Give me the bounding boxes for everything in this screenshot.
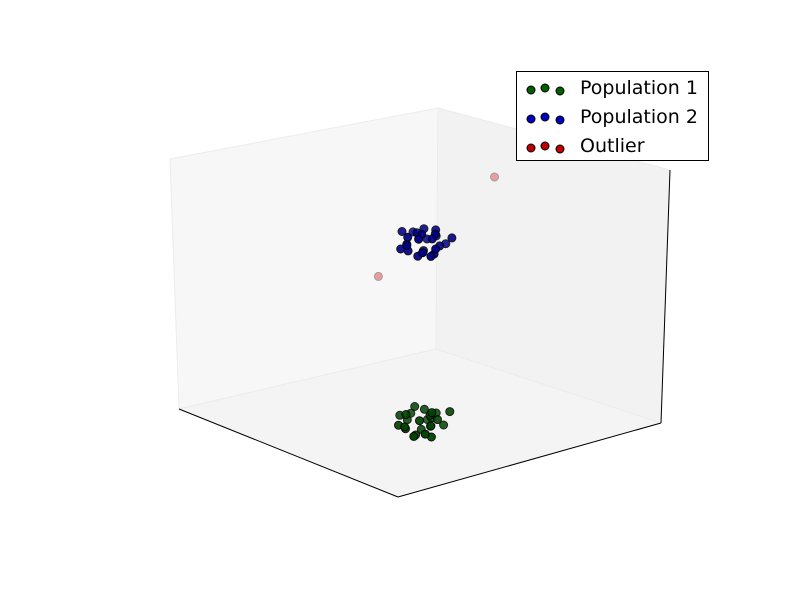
point-population-2-15 <box>418 248 428 258</box>
legend-dot-outlier-2 <box>555 144 565 154</box>
legend-entry-population-1: Population 1 <box>517 74 708 102</box>
point-population-1-11 <box>427 408 437 418</box>
point-outlier-1 <box>373 271 383 281</box>
point-population-1-14 <box>419 404 429 414</box>
point-population-1-2 <box>401 410 411 419</box>
legend-dot-population-1-1 <box>540 83 550 93</box>
axes-panes <box>169 107 671 498</box>
legend-label-population-1: Population 1 <box>580 77 698 99</box>
axis-lines <box>178 169 671 498</box>
point-population-1-10 <box>400 422 410 432</box>
legend-entry-population-2: Population 2 <box>517 103 708 131</box>
point-outlier-0 <box>490 172 499 182</box>
point-population-2-4 <box>414 234 424 244</box>
point-population-1-4 <box>409 431 419 441</box>
legend-dot-population-2-0 <box>526 114 536 124</box>
point-population-2-0 <box>431 244 441 254</box>
legend-dot-population-2-1 <box>540 112 550 122</box>
x-axis-line <box>178 408 399 498</box>
legend-dot-population-2-2 <box>555 115 565 125</box>
legend-marker-population-2 <box>526 112 565 125</box>
legend-marker-outlier <box>526 141 565 154</box>
point-population-2-12 <box>397 227 407 236</box>
legend-dot-population-1-0 <box>526 85 536 95</box>
point-population-1-8 <box>415 416 424 426</box>
point-population-2-24 <box>427 234 437 244</box>
point-population-1-0 <box>426 421 436 431</box>
point-population-1-6 <box>445 407 455 417</box>
z-axis-line <box>660 169 671 424</box>
point-population-2-6 <box>447 233 457 243</box>
y-axis-line <box>397 422 662 498</box>
legend-label-population-2: Population 2 <box>580 106 698 128</box>
point-population-1-15 <box>420 429 430 439</box>
legend-dot-outlier-1 <box>540 141 550 151</box>
point-population-2-21 <box>426 251 436 261</box>
legend-dot-outlier-0 <box>526 143 536 153</box>
point-population-1-17 <box>410 402 420 411</box>
legend-label-outlier: Outlier <box>580 135 645 157</box>
legend: Population 1 Population 2 Outlier <box>516 71 709 161</box>
legend-marker-population-1 <box>526 83 565 96</box>
point-population-1-13 <box>439 420 449 430</box>
point-population-2-19 <box>403 232 413 242</box>
legend-entry-outlier: Outlier <box>517 132 708 160</box>
point-population-1-18 <box>433 415 442 425</box>
point-population-2-10 <box>402 241 412 251</box>
data-points <box>373 172 499 442</box>
legend-dot-population-1-2 <box>555 86 565 96</box>
